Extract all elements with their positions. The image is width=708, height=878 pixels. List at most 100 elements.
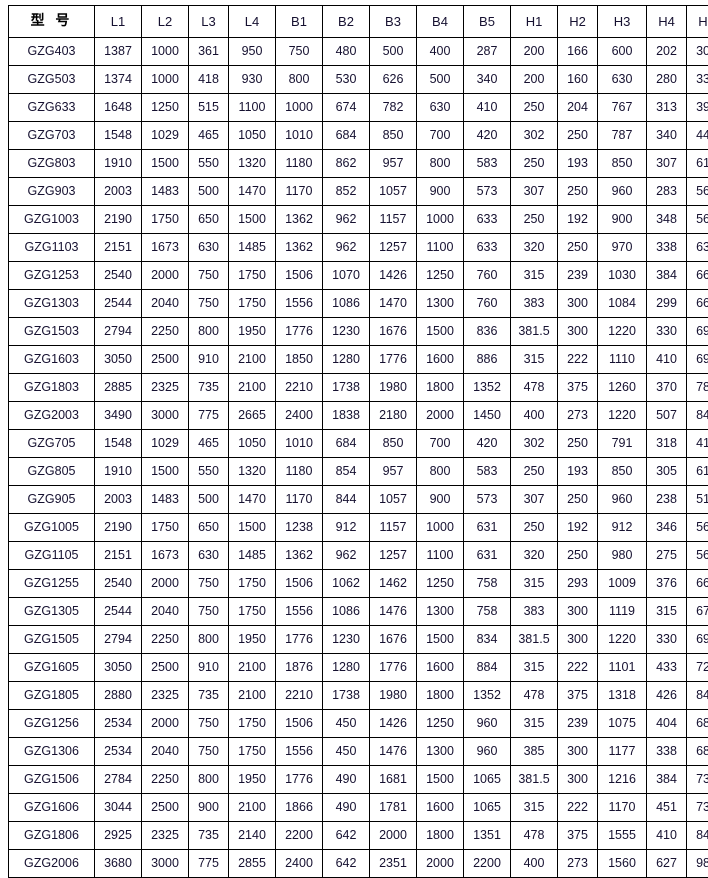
dimension-cell: 418 xyxy=(687,430,708,458)
dimension-cell: 315 xyxy=(511,262,558,290)
dimension-cell: 1560 xyxy=(598,850,647,878)
dimension-cell: 1750 xyxy=(142,206,189,234)
dimension-cell: 1600 xyxy=(417,654,464,682)
dimension-cell: 583 xyxy=(464,458,511,486)
dimension-cell: 1086 xyxy=(323,598,370,626)
dimension-cell: 800 xyxy=(189,766,229,794)
dimension-cell: 693 xyxy=(687,346,708,374)
dimension-cell: 1070 xyxy=(323,262,370,290)
dimension-cell: 3044 xyxy=(95,794,142,822)
dimension-cell: 166 xyxy=(558,38,598,66)
dimension-cell: 840 xyxy=(687,402,708,430)
dimension-cell: 3000 xyxy=(142,402,189,430)
dimension-cell: 500 xyxy=(417,66,464,94)
column-header-model: 型 号 xyxy=(9,6,95,38)
dimension-cell: 884 xyxy=(464,654,511,682)
dimension-cell: 1065 xyxy=(464,766,511,794)
dimension-cell: 631 xyxy=(464,514,511,542)
dimension-cell: 160 xyxy=(558,66,598,94)
dimension-cell: 758 xyxy=(464,598,511,626)
dimension-cell: 1009 xyxy=(598,570,647,598)
dimension-cell: 1850 xyxy=(276,346,323,374)
dimension-cell: 519 xyxy=(687,486,708,514)
dimension-cell: 433 xyxy=(647,654,687,682)
dimension-cell: 693 xyxy=(687,318,708,346)
dimension-cell: 962 xyxy=(323,234,370,262)
dimension-cell: 375 xyxy=(558,682,598,710)
dimension-cell: 2794 xyxy=(95,626,142,654)
table-header-row: 型 号L1L2L3L4B1B2B3B4B5H1H2H3H4H5 xyxy=(9,6,708,38)
dimension-cell: 2000 xyxy=(142,710,189,738)
dimension-cell: 1362 xyxy=(276,542,323,570)
dimension-cell: 222 xyxy=(558,654,598,682)
dimension-cell: 2003 xyxy=(95,486,142,514)
model-cell: GZG1503 xyxy=(9,318,95,346)
dimension-cell: 340 xyxy=(647,122,687,150)
dimension-cell: 1320 xyxy=(229,150,276,178)
dimension-cell: 1980 xyxy=(370,682,417,710)
dimension-cell: 348 xyxy=(647,206,687,234)
dimension-cell: 750 xyxy=(189,598,229,626)
dimension-cell: 338 xyxy=(647,738,687,766)
dimension-cell: 834 xyxy=(464,626,511,654)
dimension-cell: 1230 xyxy=(323,318,370,346)
dimension-cell: 1910 xyxy=(95,150,142,178)
dimension-cell: 381.5 xyxy=(511,318,558,346)
dimension-cell: 2200 xyxy=(276,822,323,850)
dimension-cell: 2140 xyxy=(229,822,276,850)
dimension-cell: 500 xyxy=(370,38,417,66)
dimension-cell: 630 xyxy=(598,66,647,94)
dimension-cell: 361 xyxy=(189,38,229,66)
dimension-cell: 984 xyxy=(687,850,708,878)
dimension-cell: 2500 xyxy=(142,654,189,682)
dimension-cell: 410 xyxy=(464,94,511,122)
dimension-cell: 1220 xyxy=(598,318,647,346)
dimension-cell: 750 xyxy=(189,290,229,318)
dimension-cell: 1257 xyxy=(370,234,417,262)
dimension-cell: 3680 xyxy=(95,850,142,878)
dimension-cell: 305 xyxy=(647,458,687,486)
dimension-cell: 1086 xyxy=(323,290,370,318)
dimension-cell: 300 xyxy=(558,738,598,766)
model-cell: GZG1603 xyxy=(9,346,95,374)
dimension-cell: 550 xyxy=(189,150,229,178)
dimension-cell: 315 xyxy=(511,654,558,682)
dimension-cell: 299 xyxy=(647,290,687,318)
dimension-cell: 735 xyxy=(189,374,229,402)
model-cell: GZG1103 xyxy=(9,234,95,262)
dimension-cell: 1170 xyxy=(276,486,323,514)
dimension-cell: 1050 xyxy=(229,122,276,150)
dimension-cell: 1750 xyxy=(229,738,276,766)
dimension-cell: 1500 xyxy=(229,206,276,234)
dimension-cell: 636 xyxy=(687,234,708,262)
dimension-cell: 200 xyxy=(511,38,558,66)
dimension-cell: 1010 xyxy=(276,430,323,458)
dimension-cell: 346 xyxy=(647,514,687,542)
dimension-cell: 1980 xyxy=(370,374,417,402)
dimension-cell: 957 xyxy=(370,458,417,486)
model-cell: GZG805 xyxy=(9,458,95,486)
dimension-cell: 410 xyxy=(647,346,687,374)
dimension-cell: 750 xyxy=(276,38,323,66)
model-cell: GZG1505 xyxy=(9,626,95,654)
dimension-cell: 2351 xyxy=(370,850,417,878)
dimension-cell: 1910 xyxy=(95,458,142,486)
dimension-cell: 1050 xyxy=(229,430,276,458)
dimension-cell: 1362 xyxy=(276,206,323,234)
dimension-cell: 420 xyxy=(464,430,511,458)
dimension-cell: 633 xyxy=(464,234,511,262)
dimension-cell: 1476 xyxy=(370,598,417,626)
dimension-cell: 1500 xyxy=(417,766,464,794)
dimension-cell: 200 xyxy=(511,66,558,94)
dimension-cell: 1776 xyxy=(276,318,323,346)
dimension-cell: 2500 xyxy=(142,794,189,822)
column-header-b4: B4 xyxy=(417,6,464,38)
dimension-cell: 381.5 xyxy=(511,626,558,654)
